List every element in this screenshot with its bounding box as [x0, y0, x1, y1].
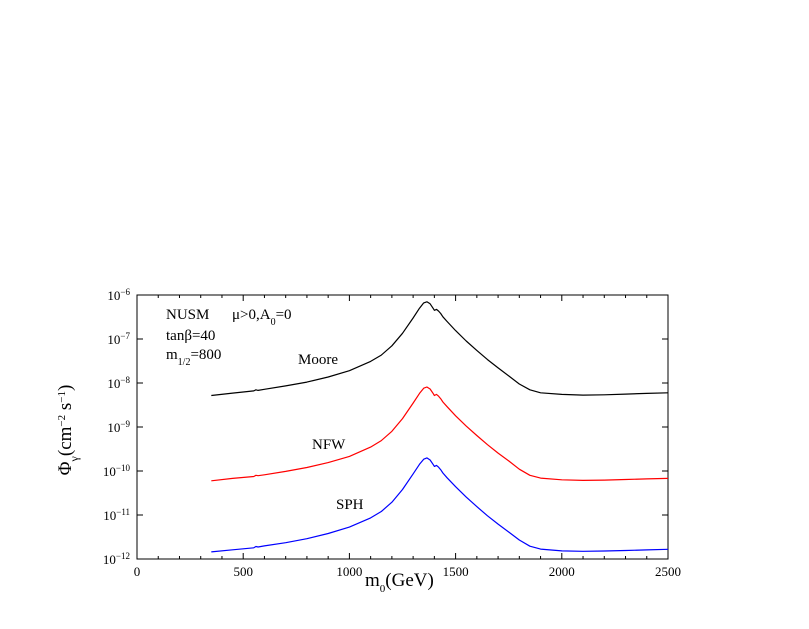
- y-tick-label: 10−8: [107, 375, 130, 391]
- series-line-nfw: [211, 386, 669, 482]
- y-tick-label: 10−10: [103, 463, 131, 479]
- y-tick-label: 10−9: [107, 419, 130, 435]
- y-tick-label: 10−12: [103, 551, 130, 567]
- series-line-sph: [211, 457, 669, 553]
- x-tick-label: 1000: [336, 564, 362, 579]
- mu-a0-label: μ>0,A0=0: [232, 307, 292, 328]
- x-axis-title: m0(GeV): [365, 570, 434, 595]
- svg-text:Φγ(cm−2 s−1): Φγ(cm−2 s−1): [55, 385, 81, 476]
- series-label-moore: Moore: [298, 352, 338, 368]
- tanb-label: tanβ=40: [166, 328, 215, 344]
- model-label: NUSM: [166, 307, 209, 323]
- y-axis-ticks: 10−12 10−11 10−10 10−9 10−8 10−7 10−6: [103, 287, 668, 567]
- x-tick-label: 500: [233, 564, 253, 579]
- x-tick-label: 2500: [655, 564, 681, 579]
- x-tick-label: 1500: [443, 564, 469, 579]
- x-tick-label: 0: [134, 564, 141, 579]
- series-label-nfw: NFW: [312, 437, 346, 453]
- y-tick-label: 10−11: [103, 507, 130, 523]
- m12-label: m1/2=800: [166, 347, 221, 368]
- y-tick-label: 10−6: [107, 287, 130, 303]
- y-axis-title: Φγ(cm−2 s−1): [55, 385, 81, 476]
- x-axis-ticks: 0 500 1000 1500 2000 2500: [134, 295, 681, 579]
- plot-frame: [136, 294, 669, 560]
- y-tick-label: 10−7: [107, 331, 130, 347]
- series-layer: [211, 301, 669, 553]
- series-label-sph: SPH: [336, 497, 364, 513]
- series-line-moore: [211, 301, 669, 397]
- x-tick-label: 2000: [549, 564, 575, 579]
